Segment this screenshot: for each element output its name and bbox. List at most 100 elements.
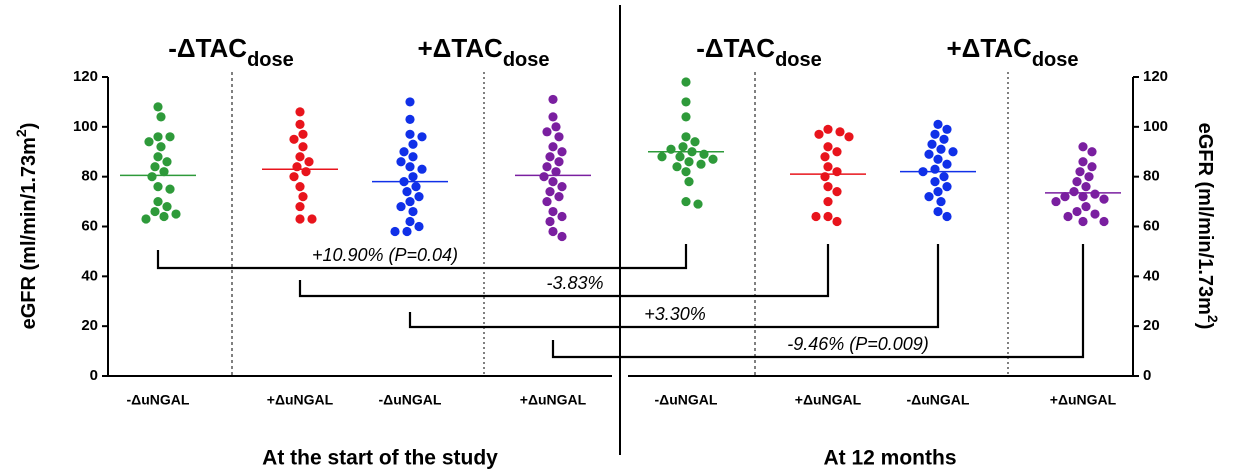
comparison-bracket [298,244,830,298]
data-point [1072,206,1082,217]
y2-tick-label: 120 [1143,68,1168,85]
data-point [411,182,421,192]
data-point [402,187,412,197]
x-tick-label: -ΔuNGAL [655,392,718,408]
y-tick-label: 120 [73,68,98,85]
data-point [417,132,427,142]
comparison-label: +3.30% [644,304,706,324]
data-point [939,134,949,144]
data-point [832,187,842,197]
comparison-bracket [408,244,940,329]
data-point [657,152,667,162]
data-point [554,132,564,142]
comparison-label: -3.83% [546,273,603,293]
y-axis-label: eGFR (ml/min/1.73m2) [13,123,41,330]
data-point [159,211,169,222]
data-point [548,226,558,237]
data-point [684,157,694,167]
data-point [1078,157,1088,167]
comparison-label: -9.46% (P=0.009) [787,334,929,354]
data-point [681,77,691,87]
data-point [295,119,305,129]
data-point [1081,182,1091,192]
data-point [159,167,169,177]
data-point [924,149,934,159]
data-point [681,112,691,122]
data-point [150,162,160,172]
data-point [153,102,163,112]
data-point [289,172,299,182]
data-point [165,132,175,142]
data-point [289,134,299,144]
y2-axis-label: eGFR (ml/min/1.73m2) [1194,123,1222,330]
group-header-sub: dose [247,49,294,71]
data-point [1078,216,1088,227]
y-tick-label: 80 [81,168,98,185]
x-tick-label: +ΔuNGAL [795,392,862,408]
y2-tick-label: 100 [1143,118,1168,135]
data-point [396,201,406,212]
data-point [844,132,854,142]
data-point [153,132,163,142]
data-point [696,159,706,169]
data-point [542,127,552,137]
data-point [930,177,940,187]
data-point [295,182,305,192]
data-point [390,226,400,237]
data-point [153,182,163,192]
data-point [1087,147,1097,157]
comparison-bracket [156,244,688,270]
data-point [678,142,688,152]
data-point [924,192,934,202]
data-point [942,124,952,134]
data-point [1072,177,1082,187]
data-point [684,177,694,187]
data-point [548,206,558,217]
y-tick-label: 60 [81,217,98,234]
comparison-label: +10.90% (P=0.04) [312,245,458,265]
x-tick-label: -ΔuNGAL [379,392,442,408]
data-point [298,129,308,139]
data-point [408,172,418,182]
data-point [162,201,172,212]
data-point [823,182,833,192]
data-point [942,159,952,169]
data-point [820,152,830,162]
data-point [948,147,958,157]
data-point [672,162,682,172]
data-point [811,211,821,222]
data-point [933,119,943,129]
data-point [681,97,691,107]
x-tick-label: -ΔuNGAL [127,392,190,408]
data-point [551,122,561,132]
data-point [539,172,549,182]
data-point [307,214,317,224]
data-point [405,162,415,172]
x-tick-label: -ΔuNGAL [907,392,970,408]
data-point [675,152,685,162]
data-point [1075,167,1085,177]
data-point [548,142,558,152]
data-point [1051,196,1061,207]
data-point [153,152,163,162]
data-point [162,157,172,167]
y-tick-label: 0 [90,367,98,384]
group-header: -ΔTACdose [696,33,822,71]
data-point [681,132,691,142]
data-point [936,144,946,154]
data-point [548,94,558,105]
data-point [417,164,427,174]
data-point [832,147,842,157]
data-point [1081,201,1091,212]
data-point [708,154,718,164]
data-point [295,214,305,224]
data-point [548,177,558,187]
data-point [942,211,952,222]
comparison-bracket [551,244,1085,359]
data-point [1099,194,1109,204]
data-point [1099,216,1109,227]
data-point [156,112,166,122]
data-point [399,147,409,157]
data-point [1063,211,1073,222]
